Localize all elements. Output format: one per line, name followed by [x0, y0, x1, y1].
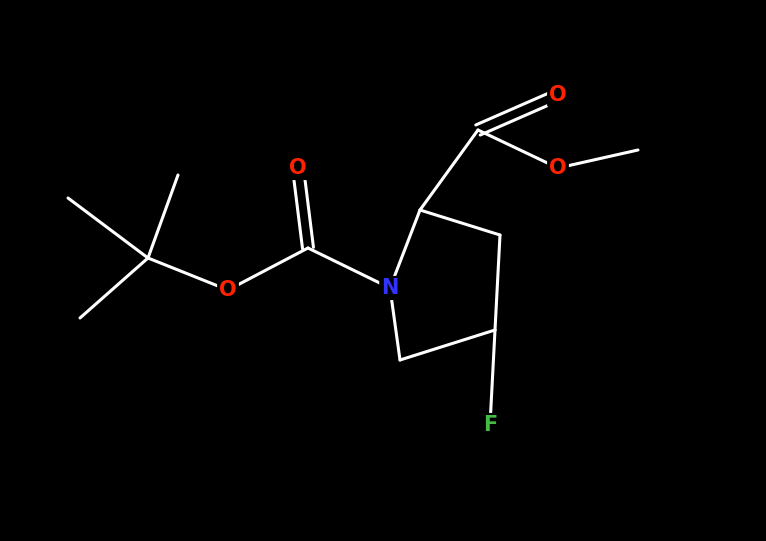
Text: N: N [381, 278, 398, 298]
Text: O: O [549, 85, 567, 105]
Text: O: O [219, 280, 237, 300]
Text: O: O [290, 158, 307, 178]
Text: F: F [483, 415, 497, 435]
Text: O: O [549, 158, 567, 178]
